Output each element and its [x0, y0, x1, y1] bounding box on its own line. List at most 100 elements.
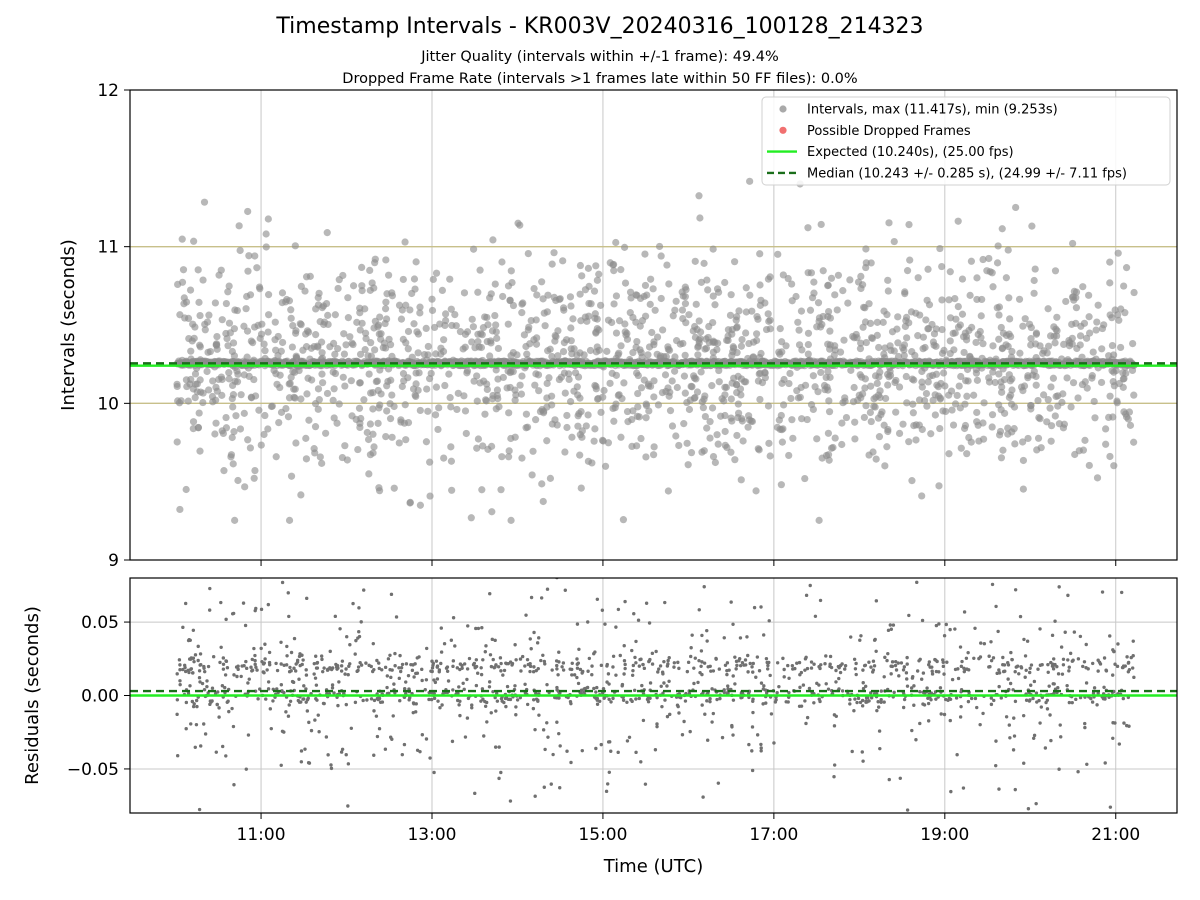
interval-point: [1075, 447, 1083, 455]
interval-point: [498, 258, 506, 266]
residual-point: [183, 601, 188, 606]
residual-point: [586, 669, 590, 673]
interval-point: [714, 440, 722, 448]
interval-point: [1040, 347, 1048, 355]
residual-point: [332, 691, 336, 695]
interval-point: [523, 350, 531, 358]
residual-point: [223, 685, 227, 690]
interval-point: [356, 326, 364, 334]
interval-point: [715, 378, 723, 386]
interval-point: [936, 424, 944, 433]
interval-point: [1100, 321, 1108, 329]
residual-point: [887, 777, 891, 782]
residual-point: [493, 695, 497, 700]
interval-point: [289, 368, 297, 376]
residual-point: [662, 681, 666, 685]
interval-point: [985, 374, 993, 382]
residual-point: [723, 663, 728, 667]
residual-point: [428, 756, 432, 760]
interval-point: [651, 306, 659, 314]
interval-point: [870, 395, 878, 403]
residual-point: [965, 667, 969, 671]
interval-point: [647, 275, 655, 283]
interval-point: [222, 413, 230, 422]
residual-point: [832, 763, 837, 767]
residual-point: [871, 659, 876, 663]
interval-point: [331, 350, 339, 358]
interval-point: [331, 311, 339, 319]
interval-point: [371, 255, 379, 263]
residual-point: [424, 678, 429, 682]
interval-point: [985, 254, 993, 263]
interval-point: [672, 432, 680, 440]
interval-point: [964, 377, 972, 385]
interval-point: [885, 219, 893, 227]
residual-point: [205, 684, 209, 689]
residual-point: [894, 668, 899, 672]
residual-point: [482, 734, 486, 738]
residual-point: [885, 658, 889, 663]
residual-point: [1034, 691, 1039, 695]
interval-point: [575, 410, 583, 418]
interval-point: [346, 333, 354, 341]
interval-point: [789, 434, 797, 442]
interval-point: [711, 458, 719, 467]
residual-point: [563, 588, 567, 592]
interval-point: [901, 288, 909, 296]
residual-point: [550, 668, 554, 672]
top-y-tick-label: 12: [97, 81, 119, 101]
residual-point: [339, 664, 344, 668]
residual-point: [242, 664, 246, 668]
interval-point: [801, 381, 810, 389]
residual-point: [262, 661, 266, 665]
residual-point: [622, 659, 627, 663]
interval-point: [649, 451, 658, 459]
residual-point: [705, 738, 710, 742]
residual-point: [462, 662, 467, 666]
interval-point: [532, 416, 540, 424]
residual-point: [578, 667, 583, 672]
residual-point: [259, 607, 264, 612]
residual-point: [661, 691, 665, 695]
interval-point: [664, 487, 672, 495]
interval-point: [844, 299, 852, 307]
residual-point: [437, 670, 441, 674]
interval-point: [954, 323, 963, 331]
interval-point: [994, 242, 1002, 250]
interval-point: [507, 516, 515, 524]
residual-point: [663, 698, 667, 702]
interval-point: [735, 307, 743, 315]
interval-point: [271, 318, 279, 326]
residual-point: [208, 586, 212, 591]
interval-point: [1054, 402, 1062, 410]
interval-point: [367, 339, 375, 347]
interval-point: [916, 311, 924, 319]
interval-point: [798, 346, 806, 354]
interval-point: [517, 390, 526, 398]
residual-point: [700, 660, 704, 664]
interval-point: [461, 407, 470, 415]
residual-point: [267, 660, 272, 665]
interval-point: [610, 417, 618, 425]
interval-point: [989, 342, 997, 350]
interval-point: [963, 365, 972, 374]
interval-point: [862, 259, 870, 267]
interval-point: [826, 355, 835, 363]
residual-point: [195, 704, 199, 709]
interval-point: [315, 396, 323, 404]
residual-point: [304, 668, 308, 672]
interval-point: [479, 442, 487, 450]
residual-point: [430, 666, 435, 670]
interval-point: [867, 417, 875, 426]
interval-point: [364, 435, 373, 444]
residual-point: [545, 721, 549, 725]
interval-point: [222, 424, 231, 432]
residual-point: [1084, 642, 1088, 647]
interval-point: [1015, 295, 1024, 303]
residual-point: [722, 690, 727, 695]
interval-point: [489, 236, 497, 244]
residual-point: [294, 669, 298, 673]
interval-point: [1068, 334, 1076, 342]
residual-point: [315, 666, 320, 670]
interval-point: [523, 355, 532, 364]
